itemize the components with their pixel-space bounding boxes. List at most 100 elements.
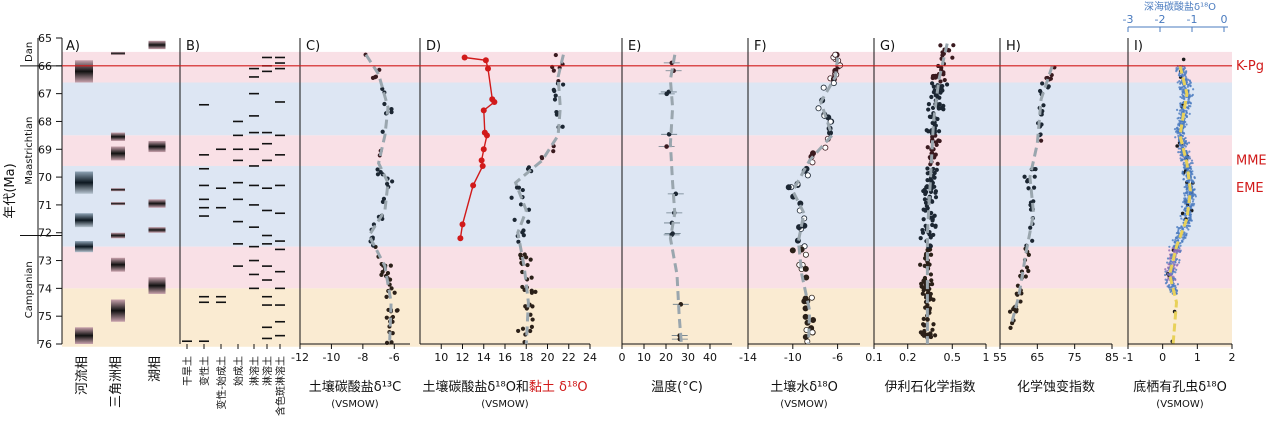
benthic-point <box>1182 201 1185 204</box>
benthic-point <box>1187 221 1191 224</box>
data-point <box>918 236 923 241</box>
benthic-point <box>1185 115 1188 119</box>
benthic-point <box>1174 271 1177 274</box>
data-point <box>552 97 558 102</box>
stage-label: Dan <box>24 42 35 62</box>
benthic-point <box>1182 218 1185 222</box>
data-point <box>551 68 556 73</box>
data-point <box>929 278 934 283</box>
band-3 <box>62 165 1232 247</box>
clay-point <box>470 182 477 189</box>
data-point <box>553 52 558 58</box>
data-point <box>925 302 930 308</box>
data-point <box>939 106 944 111</box>
benthic-point <box>1178 109 1182 112</box>
facies-bar-delta <box>111 51 125 55</box>
event-label-eme: EME <box>1236 181 1264 196</box>
panel-g: G) 0.1 0.2 0.5 1 伊利石化学指数 <box>865 38 990 395</box>
data-point <box>1024 265 1030 270</box>
benthic-point <box>1164 273 1167 277</box>
facies-label: 河流相 <box>75 356 90 395</box>
data-point <box>380 86 385 92</box>
benthic-point <box>1189 166 1192 170</box>
benthic-point <box>1169 290 1172 294</box>
benthic-point <box>1184 145 1187 148</box>
clay-point <box>479 162 486 169</box>
data-point <box>1040 81 1045 86</box>
benthic-point <box>1175 236 1178 240</box>
data-point <box>384 294 389 299</box>
facies-bar-lake <box>148 277 166 294</box>
trend-line <box>668 54 683 345</box>
benthic-point <box>1191 93 1195 96</box>
x-tick-label: 40 <box>703 351 717 364</box>
benthic-point <box>1177 261 1181 264</box>
data-point <box>930 327 935 332</box>
panel-letter: C) <box>306 39 320 54</box>
data-point <box>930 199 935 204</box>
x-tick-label: -6 <box>832 351 843 364</box>
x-axis-label: 化学蚀变指数 <box>1017 379 1095 395</box>
benthic-point <box>1167 273 1170 276</box>
x-tick-label: -8 <box>357 351 368 364</box>
facies-bar-river <box>75 171 93 194</box>
clay-point <box>478 157 485 164</box>
data-point <box>928 334 934 340</box>
benthic-point <box>1183 91 1186 95</box>
facies-bar-river <box>75 60 93 83</box>
data-point <box>526 219 531 224</box>
benthic-point <box>1173 128 1177 131</box>
benthic-trend <box>1168 65 1192 345</box>
data-point <box>935 161 940 166</box>
benthic-point <box>1164 268 1167 271</box>
data-point <box>950 55 955 60</box>
panel-i: I) -1 0 1 2 -3 -2 -1 0 深海碳酸盐δ¹⁸O 底栖有孔虫δ¹⁸O (VSMOW) <box>1123 0 1236 410</box>
facies-bar-delta <box>111 188 125 192</box>
data-point <box>938 90 943 95</box>
data-point <box>520 284 525 290</box>
data-point <box>512 217 517 223</box>
benthic-point <box>1178 80 1181 83</box>
trend-line <box>925 43 949 344</box>
panel-f: F) -14 -10 -6 土壤水δ¹⁸O (VSMOW) <box>739 38 860 410</box>
benthic-point <box>1184 75 1187 78</box>
data-point <box>387 277 393 282</box>
benthic-point <box>1181 73 1184 77</box>
data-point <box>785 184 792 191</box>
benthic-point <box>1179 157 1182 160</box>
benthic-point <box>1188 93 1191 96</box>
clay-point <box>483 132 490 139</box>
clay-point <box>482 57 489 64</box>
benthic-point <box>1178 112 1181 115</box>
soil-label: 变性土 <box>198 356 211 386</box>
benthic-point <box>1167 263 1170 266</box>
x-tick-label: -10 <box>784 351 802 364</box>
benthic-point <box>1175 126 1178 130</box>
x-tick-label: 16 <box>498 351 512 364</box>
benthic-point <box>1182 97 1185 100</box>
data-point <box>1008 325 1013 331</box>
soil-label: 含色斑淋溶土 <box>274 356 287 416</box>
data-point <box>922 263 927 268</box>
data-point <box>389 340 394 345</box>
benthic-point <box>1173 241 1176 244</box>
data-point <box>925 171 930 176</box>
facies-bar-river <box>75 327 93 344</box>
benthic-point <box>1186 85 1189 88</box>
benthic-point <box>1183 213 1186 217</box>
data-point <box>1026 268 1031 274</box>
data-point <box>921 316 926 322</box>
benthic-point <box>1186 106 1189 109</box>
benthic-point <box>1187 157 1190 160</box>
benthic-point <box>1180 205 1184 208</box>
benthic-point <box>1187 181 1190 184</box>
x-axis-label-part: 土壤碳酸盐δ¹⁸O和 <box>422 379 529 395</box>
benthic-point <box>1188 205 1191 208</box>
benthic-point <box>1181 170 1184 173</box>
facies-bar-lake <box>148 40 166 50</box>
data-point <box>1023 274 1028 279</box>
trend-line <box>364 53 393 345</box>
benthic-point <box>1191 194 1194 197</box>
benthic-point <box>1174 278 1177 282</box>
data-point <box>951 43 956 48</box>
